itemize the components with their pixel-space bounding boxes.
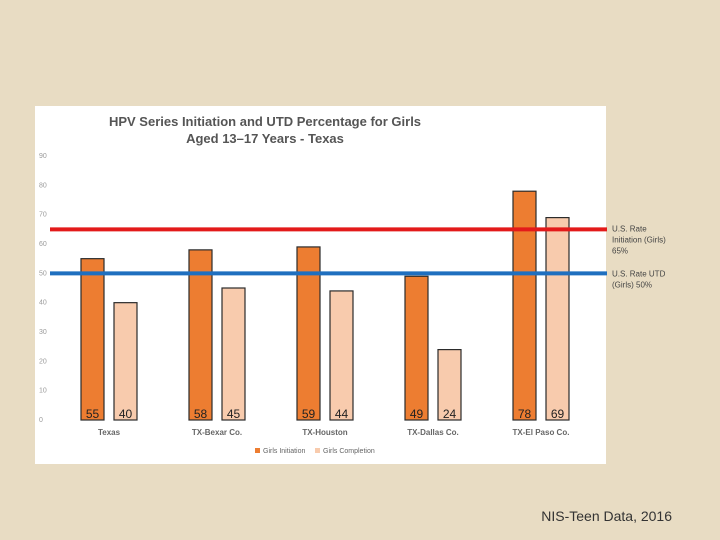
hpv-bar-chart: HPV Series Initiation and UTD Percentage… <box>39 114 570 455</box>
legend-swatch <box>315 448 320 453</box>
bar-completion <box>113 302 138 421</box>
reference-line-label: 65% <box>612 246 628 255</box>
bar-series: 55 40 58 45 59 44 49 24 78 69 <box>80 190 570 421</box>
y-tick-label: 20 <box>39 358 47 365</box>
reference-line-label: U.S. Rate UTD <box>612 269 666 278</box>
y-axis: 0 10 20 30 40 50 60 70 80 90 <box>39 153 47 424</box>
data-label: 49 <box>410 407 424 421</box>
legend-label: Girls Completion <box>323 448 375 455</box>
bar-completion <box>437 349 462 421</box>
bar-completion <box>329 290 354 421</box>
bar-completion <box>545 216 570 421</box>
reference-line-label: U.S. Rate <box>612 224 647 233</box>
y-tick-label: 50 <box>39 270 47 277</box>
data-label: 69 <box>551 407 565 421</box>
bar-initiation <box>188 249 213 421</box>
data-label: 44 <box>335 407 349 421</box>
chart-title-line-2: Aged 13–17 Years - Texas <box>186 131 344 146</box>
chart-title-line-1: HPV Series Initiation and UTD Percentage… <box>109 114 421 129</box>
legend: Girls Initiation Girls Completion <box>255 448 375 455</box>
legend-label: Girls Initiation <box>263 448 306 455</box>
y-tick-label: 10 <box>39 388 47 395</box>
bar-initiation <box>296 246 321 421</box>
y-tick-label: 70 <box>39 212 47 219</box>
y-tick-label: 0 <box>39 417 43 424</box>
data-label: 40 <box>119 407 133 421</box>
y-tick-label: 30 <box>39 329 47 336</box>
source-footer: NIS-Teen Data, 2016 <box>541 508 672 524</box>
category-label: TX-Bexar Co. <box>192 428 242 437</box>
data-label: 78 <box>518 407 532 421</box>
data-label: 55 <box>86 407 100 421</box>
category-label: Texas <box>98 428 121 437</box>
y-tick-label: 90 <box>39 153 47 160</box>
category-label: TX-Dallas Co. <box>407 428 459 437</box>
y-tick-label: 60 <box>39 241 47 248</box>
chart-panel: HPV Series Initiation and UTD Percentage… <box>35 106 606 464</box>
bar-initiation <box>80 258 105 421</box>
y-tick-label: 80 <box>39 182 47 189</box>
category-label: TX-Houston <box>302 428 347 437</box>
bar-initiation <box>512 190 537 421</box>
bar-completion <box>221 287 246 421</box>
bar-initiation <box>404 275 429 421</box>
reference-line-label: Initiation (Girls) <box>612 235 666 244</box>
reference-line-label: (Girls) 50% <box>612 280 652 289</box>
data-label: 58 <box>194 407 208 421</box>
x-axis: Texas TX-Bexar Co. TX-Houston TX-Dallas Co.… <box>98 428 570 437</box>
data-label: 45 <box>227 407 241 421</box>
legend-swatch <box>255 448 260 453</box>
data-label: 59 <box>302 407 316 421</box>
data-label: 24 <box>443 407 457 421</box>
y-tick-label: 40 <box>39 300 47 307</box>
category-label: TX-El Paso Co. <box>513 428 570 437</box>
